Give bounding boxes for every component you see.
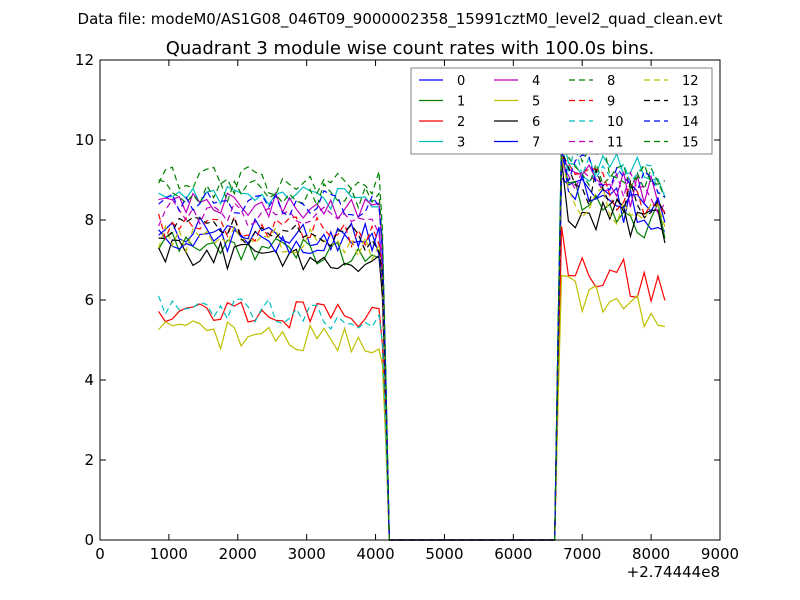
series-line-12 bbox=[158, 155, 666, 541]
x-tick-label: 2000 bbox=[219, 545, 257, 563]
series-line-5 bbox=[158, 274, 666, 541]
legend-label-3: 3 bbox=[457, 136, 465, 151]
legend-label-9: 9 bbox=[607, 95, 615, 110]
y-tick-label: 12 bbox=[75, 51, 94, 69]
series-line-8 bbox=[158, 132, 666, 541]
series-line-7 bbox=[158, 148, 666, 541]
figure-suptitle: Data file: modeM0/AS1G08_046T09_90000023… bbox=[78, 10, 723, 29]
legend-label-14: 14 bbox=[682, 115, 699, 130]
y-tick-label: 6 bbox=[84, 291, 94, 309]
legend-label-5: 5 bbox=[532, 95, 540, 110]
legend-label-6: 6 bbox=[532, 115, 540, 130]
series-line-10 bbox=[158, 143, 665, 541]
legend-label-0: 0 bbox=[457, 74, 465, 89]
x-tick-label: 5000 bbox=[425, 545, 463, 563]
x-tick-label: 9000 bbox=[701, 545, 739, 563]
series-line-13 bbox=[158, 151, 666, 541]
x-tick-label: 4000 bbox=[356, 545, 394, 563]
legend-label-13: 13 bbox=[682, 95, 699, 110]
plot-series-group bbox=[158, 129, 666, 541]
legend-label-2: 2 bbox=[457, 115, 465, 130]
y-tick-label: 10 bbox=[75, 131, 94, 149]
legend-label-4: 4 bbox=[532, 74, 540, 89]
series-line-4 bbox=[158, 152, 666, 541]
x-tick-label: 0 bbox=[95, 545, 105, 563]
series-line-9 bbox=[158, 154, 666, 541]
chart-title: Quadrant 3 module wise count rates with … bbox=[166, 38, 655, 59]
series-line-14 bbox=[158, 143, 666, 541]
x-tick-label: 6000 bbox=[494, 545, 532, 563]
y-tick-label: 8 bbox=[84, 211, 94, 229]
y-tick-label: 0 bbox=[84, 531, 94, 549]
x-tick-label: 8000 bbox=[632, 545, 670, 563]
legend-label-7: 7 bbox=[532, 136, 540, 151]
series-line-2 bbox=[158, 226, 666, 541]
series-line-1 bbox=[158, 153, 666, 541]
x-tick-label: 1000 bbox=[150, 545, 188, 563]
legend-label-10: 10 bbox=[607, 115, 624, 130]
y-tick-label: 4 bbox=[84, 371, 94, 389]
legend-label-12: 12 bbox=[682, 74, 699, 89]
legend-label-11: 11 bbox=[607, 136, 624, 151]
x-tick-label: 7000 bbox=[563, 545, 601, 563]
series-line-3 bbox=[158, 129, 666, 541]
x-tick-label: 3000 bbox=[288, 545, 326, 563]
legend-box bbox=[410, 67, 713, 155]
legend-label-8: 8 bbox=[607, 74, 615, 89]
axis-ticks-group: 0 1000 2000 3000 4000 5000 6000 7000 8000 9000 0 2 4… bbox=[75, 51, 739, 563]
legend-label-1: 1 bbox=[457, 95, 465, 110]
legend-label-15: 15 bbox=[682, 136, 699, 151]
x-offset-label: +2.74444e8 bbox=[627, 563, 720, 581]
series-line-6 bbox=[158, 160, 666, 541]
y-tick-label: 2 bbox=[84, 451, 94, 469]
